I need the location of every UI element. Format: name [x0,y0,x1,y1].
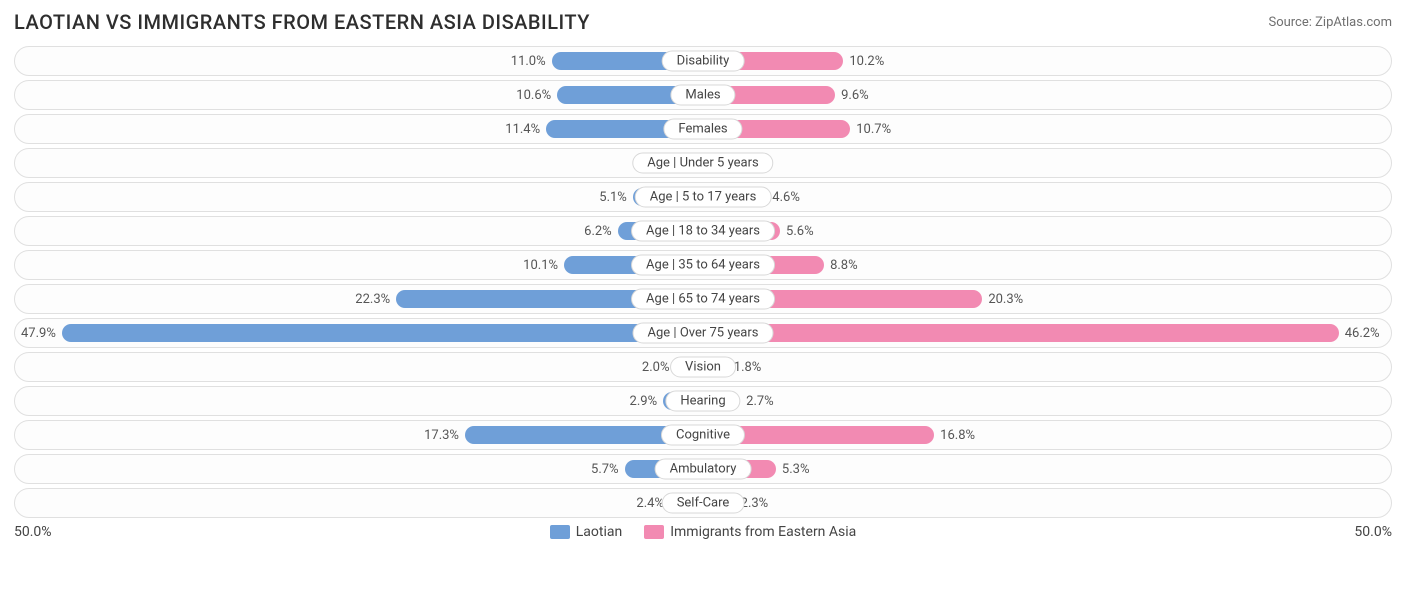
legend-item-left: Laotian [550,524,622,540]
axis-left-max: 50.0% [14,524,52,540]
left-pct-label: 11.4% [505,122,540,137]
left-bar [62,324,703,342]
legend-swatch-right [644,525,664,539]
chart-row: 10.1% 8.8% Age | 35 to 64 years [14,250,1392,280]
right-pct-label: 1.8% [734,360,762,375]
chart-row: 47.9% 46.2% Age | Over 75 years [14,318,1392,348]
right-pct-label: 5.6% [786,224,814,239]
category-label: Age | Over 75 years [633,323,774,344]
legend: Laotian Immigrants from Eastern Asia [550,524,857,540]
right-pct-label: 2.7% [746,394,774,409]
left-pct-label: 6.2% [584,224,612,239]
left-pct-label: 2.4% [636,496,664,511]
chart-row: 17.3% 16.8% Cognitive [14,420,1392,450]
right-pct-label: 16.8% [940,428,975,443]
right-pct-label: 2.3% [741,496,769,511]
category-label: Hearing [665,391,740,412]
chart-row: 1.2%1.0%Age | Under 5 years [14,148,1392,178]
chart-row: 10.6% 9.6% Males [14,80,1392,110]
category-label: Ambulatory [655,459,752,480]
left-pct-label: 2.0% [642,360,670,375]
category-label: Age | 35 to 64 years [631,255,775,276]
chart-row: 2.4% 2.3%Self-Care [14,488,1392,518]
right-pct-label: 5.3% [782,462,810,477]
right-pct-label: 8.8% [830,258,858,273]
chart-footer: 50.0% Laotian Immigrants from Eastern As… [14,524,1392,540]
chart-row: 11.4% 10.7% Females [14,114,1392,144]
legend-label-right: Immigrants from Eastern Asia [670,524,856,540]
chart-title: LAOTIAN VS IMMIGRANTS FROM EASTERN ASIA … [14,10,590,34]
right-pct-label: 46.2% [1345,326,1380,341]
legend-label-left: Laotian [576,524,622,540]
chart-source: Source: ZipAtlas.com [1268,15,1392,30]
category-label: Females [663,119,742,140]
chart-rows: 11.0%10.2%Disability10.6%9.6%Males11.4%1… [14,46,1392,518]
category-label: Cognitive [661,425,745,446]
category-label: Disability [662,51,745,72]
left-pct-label: 5.1% [599,190,627,205]
legend-item-right: Immigrants from Eastern Asia [644,524,856,540]
legend-swatch-left [550,525,570,539]
chart-row: 5.7% 5.3% Ambulatory [14,454,1392,484]
chart-row: 2.0% 1.8%Vision [14,352,1392,382]
left-pct-label: 2.9% [630,394,658,409]
chart-row: 6.2% 5.6% Age | 18 to 34 years [14,216,1392,246]
left-pct-label: 10.6% [516,88,551,103]
left-pct-label: 47.9% [21,326,56,341]
chart-row: 5.1% 4.6%Age | 5 to 17 years [14,182,1392,212]
category-label: Age | 5 to 17 years [635,187,772,208]
chart-header: LAOTIAN VS IMMIGRANTS FROM EASTERN ASIA … [14,10,1392,34]
category-label: Males [670,85,735,106]
right-pct-label: 10.7% [856,122,891,137]
left-pct-label: 10.1% [523,258,558,273]
category-label: Age | 18 to 34 years [631,221,775,242]
chart-row: 2.9% 2.7% Hearing [14,386,1392,416]
category-label: Vision [670,357,736,378]
category-label: Age | 65 to 74 years [631,289,775,310]
chart-row: 11.0% 10.2% Disability [14,46,1392,76]
left-pct-label: 11.0% [511,54,546,69]
right-pct-label: 9.6% [841,88,869,103]
right-bar [703,324,1339,342]
category-label: Self-Care [662,493,745,514]
left-pct-label: 5.7% [591,462,619,477]
right-pct-label: 4.6% [772,190,800,205]
axis-right-max: 50.0% [1354,524,1392,540]
left-pct-label: 22.3% [355,292,390,307]
category-label: Age | Under 5 years [632,153,773,174]
chart-row: 22.3% 20.3% Age | 65 to 74 years [14,284,1392,314]
left-pct-label: 17.3% [424,428,459,443]
right-pct-label: 20.3% [988,292,1023,307]
right-pct-label: 10.2% [849,54,884,69]
